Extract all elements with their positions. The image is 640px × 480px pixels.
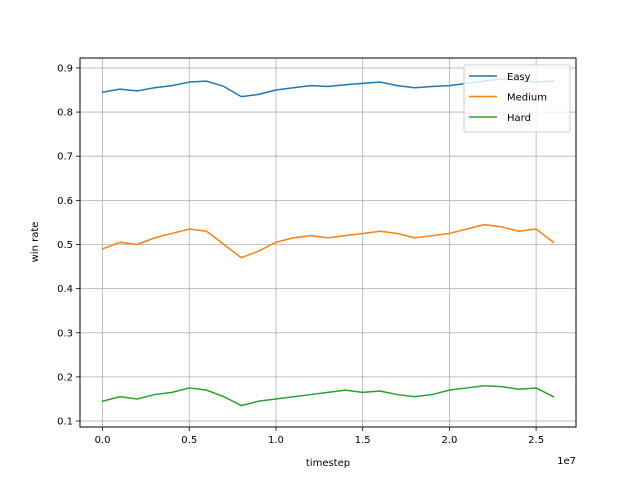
x-axis-offset-label: 1e7: [557, 456, 576, 467]
y-tick-label: 0.3: [57, 328, 73, 339]
grid: [80, 58, 576, 427]
x-tick-label: 0.5: [181, 435, 197, 446]
legend-label-medium: Medium: [507, 93, 547, 104]
plot-area-frame: [79, 57, 577, 428]
x-tick-label: 1.5: [355, 435, 371, 446]
axis-ticks: 0.0 0.5 1.0 1.5 2.0 2.5 0.1 0.2 0.3 0.4 0.5 0.6 0.7 0…: [57, 63, 544, 446]
legend-label-hard: Hard: [507, 113, 531, 124]
y-tick-label: 0.8: [57, 108, 73, 119]
series-line-hard: [101, 384, 555, 407]
y-axis-title: win rate: [30, 222, 41, 263]
legend: Easy Medium Hard: [463, 64, 571, 133]
y-tick-label: 0.1: [57, 417, 73, 428]
y-tick-label: 0.7: [57, 152, 73, 163]
y-tick-label: 0.4: [57, 284, 73, 295]
legend-frame: [463, 64, 571, 133]
x-tick-label: 2.5: [528, 435, 544, 446]
y-tick-label: 0.6: [57, 196, 73, 207]
y-tick-label: 0.9: [57, 63, 73, 74]
x-tick-label: 1.0: [268, 435, 284, 446]
x-tick-label: 2.0: [441, 435, 457, 446]
x-tick-label: 0.0: [95, 435, 111, 446]
series-line-medium: [101, 223, 555, 259]
y-tick-label: 0.2: [57, 372, 73, 383]
legend-label-easy: Easy: [507, 72, 531, 83]
y-tick-label: 0.5: [57, 240, 73, 251]
x-axis-title: timestep: [306, 458, 350, 469]
